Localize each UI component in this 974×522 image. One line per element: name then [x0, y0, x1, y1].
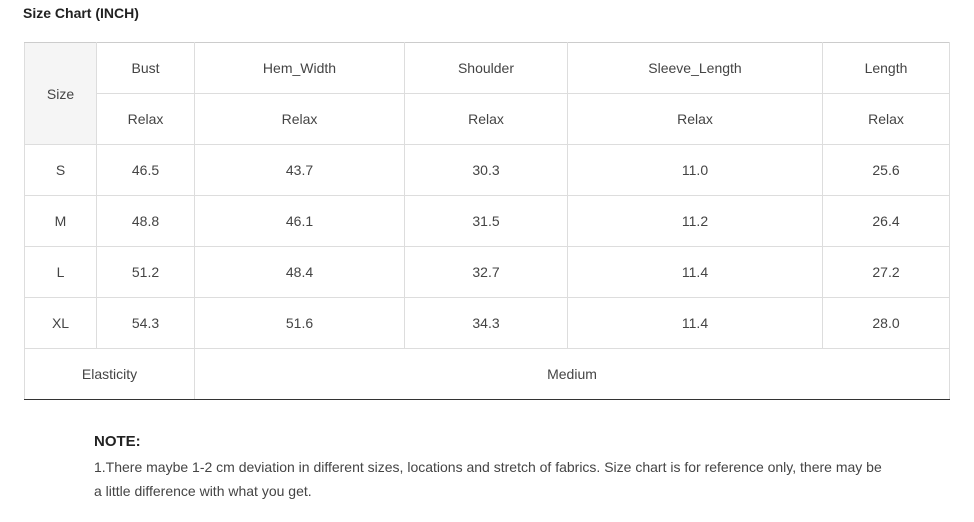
column-header-sleeve-length: Sleeve_Length: [567, 42, 823, 94]
size-cell: M: [24, 195, 97, 247]
table-cell: 27.2: [822, 246, 950, 298]
table-cell: 54.3: [96, 297, 195, 349]
note-title: NOTE:: [94, 433, 141, 450]
size-column-header: Size: [24, 42, 97, 145]
fit-row: Relax Relax Relax Relax Relax: [25, 93, 950, 145]
table-cell: 11.4: [567, 246, 823, 298]
table-cell: 43.7: [194, 144, 405, 196]
table-row: S 46.5 43.7 30.3 11.0 25.6: [24, 144, 950, 196]
table-cell: 46.5: [96, 144, 195, 196]
table-cell: 32.7: [404, 246, 568, 298]
column-header-length: Length: [822, 42, 950, 94]
table-cell: 34.3: [404, 297, 568, 349]
table-cell: 51.2: [96, 246, 195, 298]
table-cell: 11.4: [567, 297, 823, 349]
elasticity-value: Medium: [194, 348, 950, 400]
table-row: M 48.8 46.1 31.5 11.2 26.4: [24, 195, 950, 247]
fit-label: Relax: [404, 93, 568, 145]
table-cell: 51.6: [194, 297, 405, 349]
table-row: XL 54.3 51.6 34.3 11.4 28.0: [24, 297, 950, 349]
elasticity-row: Elasticity Medium: [24, 348, 950, 400]
elasticity-label: Elasticity: [24, 348, 195, 400]
table-cell: 11.2: [567, 195, 823, 247]
table-cell: 31.5: [404, 195, 568, 247]
table-cell: 48.8: [96, 195, 195, 247]
fit-label: Relax: [822, 93, 950, 145]
fit-label: Relax: [194, 93, 405, 145]
table-cell: 25.6: [822, 144, 950, 196]
size-cell: S: [24, 144, 97, 196]
column-header-shoulder: Shoulder: [404, 42, 568, 94]
table-cell: 11.0: [567, 144, 823, 196]
fit-label: Relax: [96, 93, 195, 145]
table-cell: 48.4: [194, 246, 405, 298]
table-row: L 51.2 48.4 32.7 11.4 27.2: [24, 246, 950, 298]
column-header-bust: Bust: [96, 42, 195, 94]
note-text: 1.There maybe 1-2 cm deviation in differ…: [94, 459, 882, 499]
column-header-hem-width: Hem_Width: [194, 42, 405, 94]
table-header-row: Size Bust Hem_Width Shoulder Sleeve_Leng…: [24, 42, 950, 145]
table-cell: 46.1: [194, 195, 405, 247]
table-cell: 26.4: [822, 195, 950, 247]
size-cell: XL: [24, 297, 97, 349]
table-cell: 28.0: [822, 297, 950, 349]
table-cell: 30.3: [404, 144, 568, 196]
page-title: Size Chart (INCH): [23, 5, 139, 21]
fit-label: Relax: [567, 93, 823, 145]
size-cell: L: [24, 246, 97, 298]
size-chart-table: Size Bust Hem_Width Shoulder Sleeve_Leng…: [24, 42, 950, 400]
